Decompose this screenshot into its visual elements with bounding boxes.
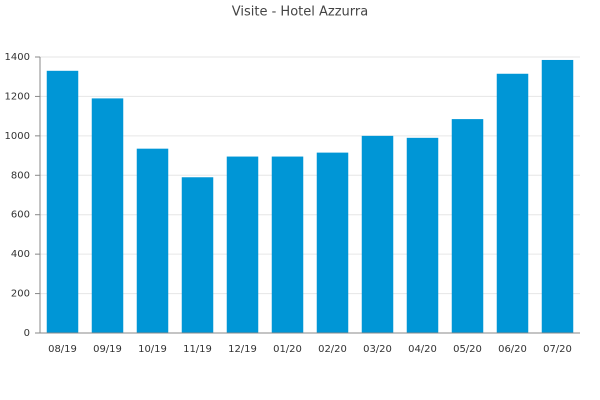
x-tick-label: 06/20 — [498, 344, 527, 355]
y-tick-label: 0 — [24, 328, 30, 339]
x-tick-label: 02/20 — [318, 344, 347, 355]
bar — [91, 98, 124, 334]
y-tick-label: 800 — [11, 170, 30, 181]
bar — [361, 135, 394, 333]
x-tick-label: 04/20 — [408, 344, 437, 355]
bar — [226, 156, 259, 333]
chart-title: Visite - Hotel Azzurra — [232, 5, 368, 20]
y-tick-label: 1200 — [5, 91, 30, 102]
x-tick-label: 08/19 — [48, 344, 77, 355]
y-tick-label: 1000 — [5, 131, 30, 142]
x-tick-label: 03/20 — [363, 344, 392, 355]
bar — [451, 119, 484, 333]
bar — [136, 148, 169, 333]
x-tick-label: 11/19 — [183, 344, 212, 355]
y-tick-label: 600 — [11, 210, 30, 221]
x-tick-label: 10/19 — [138, 344, 167, 355]
bar — [271, 156, 304, 333]
bar — [181, 177, 214, 333]
y-tick-label: 400 — [11, 249, 30, 260]
bar — [541, 59, 574, 333]
y-tick-label: 200 — [11, 289, 30, 300]
x-tick-label: 12/19 — [228, 344, 257, 355]
x-tick-label: 05/20 — [453, 344, 482, 355]
bar — [406, 137, 439, 333]
x-tick-label: 09/19 — [93, 344, 122, 355]
y-tick-label: 1400 — [5, 52, 30, 63]
bar — [46, 70, 79, 334]
x-tick-label: 01/20 — [273, 344, 302, 355]
x-tick-label: 07/20 — [543, 344, 572, 355]
bar — [496, 73, 529, 333]
bar — [316, 152, 349, 333]
